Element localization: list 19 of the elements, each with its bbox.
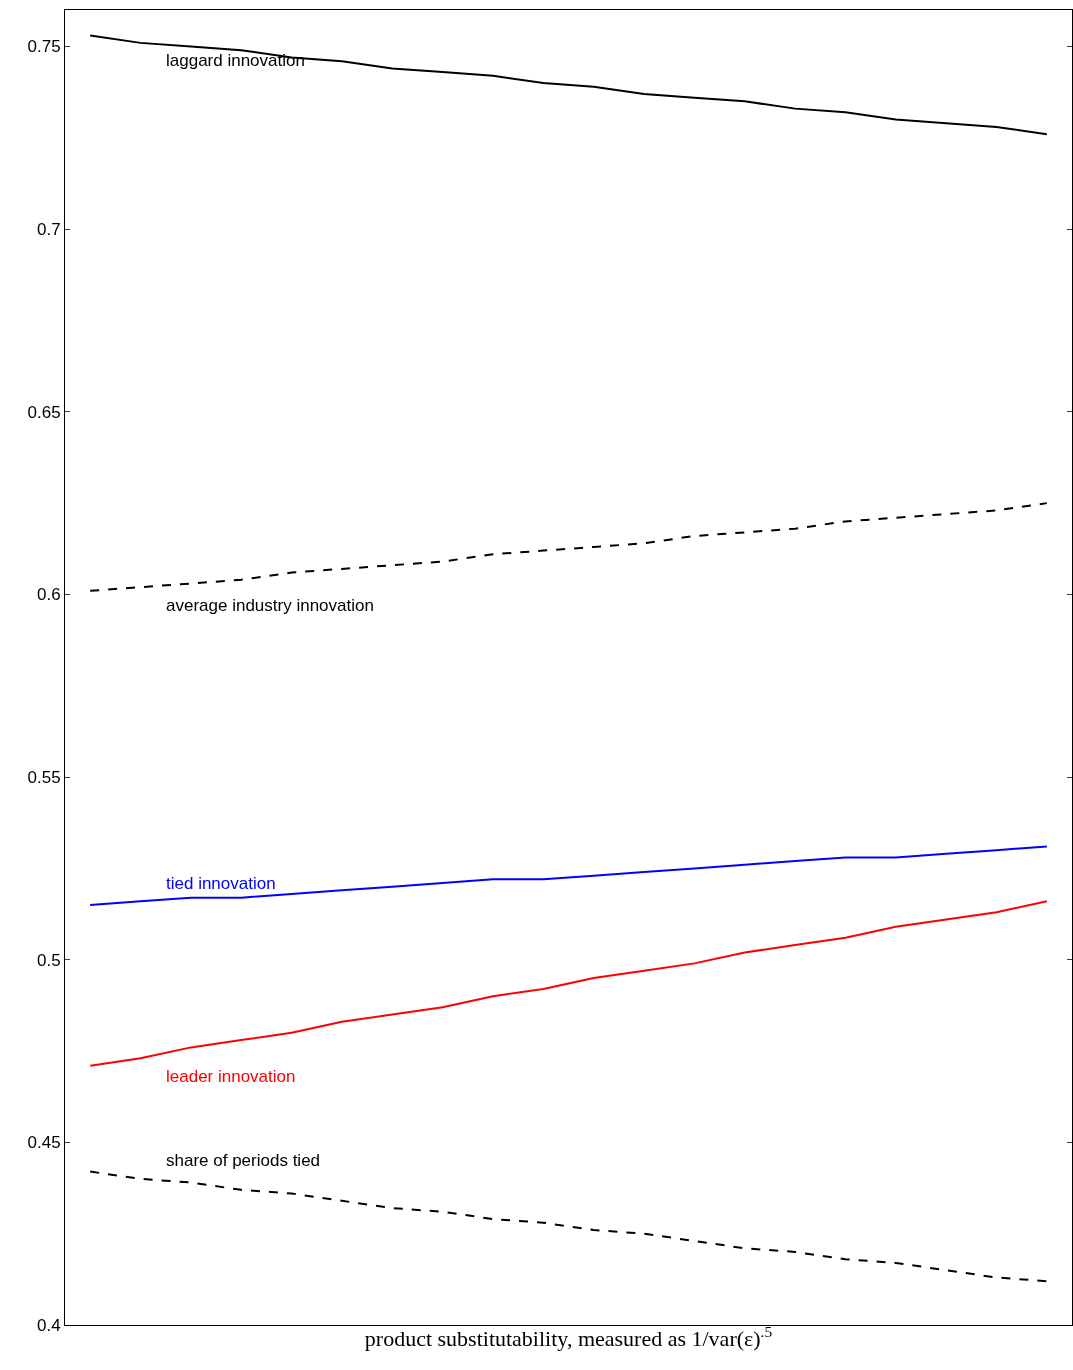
y-tick-label: 0.5	[36, 950, 61, 970]
series-label: average industry innovation	[166, 596, 374, 615]
y-tick-label: 0.75	[27, 37, 61, 57]
y-tick-label: 0.55	[27, 768, 61, 788]
series-label: tied innovation	[166, 874, 276, 893]
y-tick-label: 0.4	[36, 1315, 61, 1335]
series-label: leader innovation	[166, 1067, 296, 1086]
line-series	[89, 845, 1048, 906]
line-series	[89, 900, 1048, 1067]
y-tick-label: 0.45	[27, 1133, 61, 1153]
line-series	[89, 502, 1048, 592]
y-tick-label: 0.65	[27, 402, 61, 422]
series-label: share of periods tied	[166, 1151, 321, 1170]
series-label: laggard innovation	[166, 51, 305, 70]
line-series	[89, 34, 1048, 136]
line-series	[89, 1170, 1048, 1283]
x-axis-title: product substitutability, measured as 1/var(ε)$^{.5}$	[364, 1322, 773, 1351]
y-tick-label: 0.6	[36, 585, 61, 605]
y-tick-label: 0.7	[36, 220, 61, 240]
